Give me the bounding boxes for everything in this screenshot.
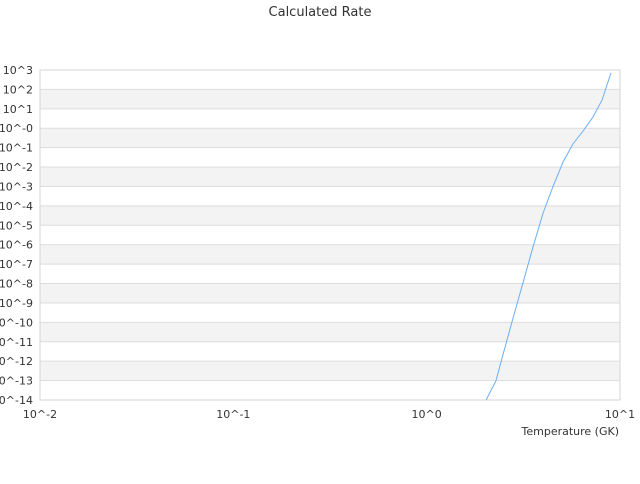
chart-title: Calculated Rate xyxy=(269,5,372,20)
grid-band xyxy=(40,322,620,342)
x-tick-label: 10^1 xyxy=(605,408,635,421)
y-tick-label: 10^-0 xyxy=(0,122,33,135)
y-tick-label: 10^-9 xyxy=(0,297,33,310)
grid-band xyxy=(40,283,620,303)
grid-bands xyxy=(40,89,620,381)
y-tick-label: 10^-5 xyxy=(0,219,33,232)
grid-band xyxy=(40,361,620,381)
x-tick-label: 10^0 xyxy=(412,408,442,421)
x-tick-label: 10^-2 xyxy=(23,408,57,421)
y-tick-label: 10^-2 xyxy=(0,161,33,174)
y-tick-label: 10^-11 xyxy=(0,336,33,349)
y-tick-label: 10^-4 xyxy=(0,200,33,213)
y-tick-labels: 10^3 10^2 10^1 10^-0 10^-1 10^-2 10^-3 10^-4 10^… xyxy=(0,64,33,407)
grid-band xyxy=(40,89,620,109)
y-tick-label: 10^-3 xyxy=(0,180,33,193)
y-tick-label: 10^-6 xyxy=(0,239,33,252)
y-tick-label: 10^-12 xyxy=(0,355,33,368)
y-tick-label: 10^-13 xyxy=(0,375,33,388)
grid-band xyxy=(40,244,620,265)
y-tick-label: 10^-14 xyxy=(0,394,33,407)
grid-band xyxy=(40,205,620,226)
y-tick-label: 10^1 xyxy=(3,103,33,116)
series-line xyxy=(485,72,612,401)
y-tick-label: 10^-7 xyxy=(0,258,33,271)
x-axis-label: Temperature (GK) xyxy=(521,425,620,438)
grid-band xyxy=(40,128,620,148)
grid-band xyxy=(40,167,620,187)
x-tick-label: 10^-1 xyxy=(216,408,250,421)
gridlines xyxy=(40,69,620,401)
y-tick-label: 10^-1 xyxy=(0,142,33,155)
plot-frame xyxy=(39,69,621,401)
y-tick-label: 10^-10 xyxy=(0,316,33,329)
y-tick-label: 10^3 xyxy=(3,64,33,77)
x-tick-labels: 10^-2 10^-1 10^0 10^1 xyxy=(23,408,635,421)
y-tick-label: 10^-8 xyxy=(0,278,33,291)
y-tick-label: 10^2 xyxy=(3,83,33,96)
